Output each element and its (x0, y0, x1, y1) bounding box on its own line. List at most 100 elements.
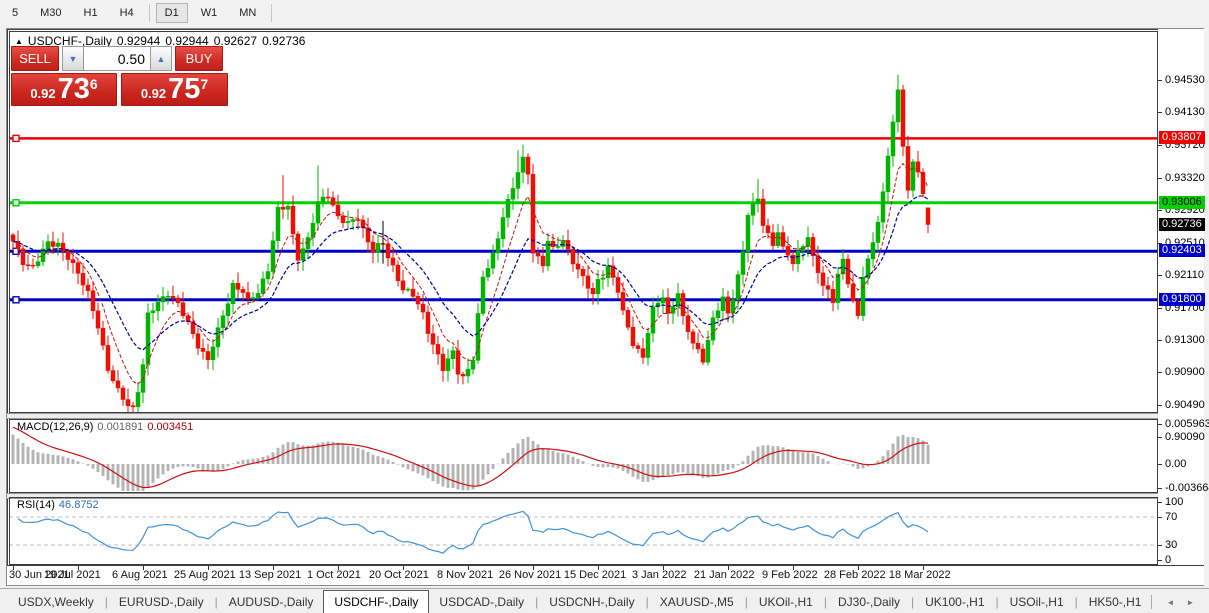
date-axis[interactable]: 30 Jun 2021 19 Jul 2021 6 Aug 2021 25 Aug 2… (7, 565, 1204, 585)
date-tick-mark (338, 566, 339, 570)
candle (465, 358, 471, 384)
candle (590, 282, 596, 305)
candle (50, 231, 56, 255)
timeframe-button-mn[interactable]: MN (239, 7, 257, 19)
date-label: 1 Oct 2021 (307, 569, 361, 581)
ohlc-open: 0.92944 (116, 34, 161, 48)
tab-usoil-h1[interactable]: USOil-,H1 (1009, 595, 1064, 609)
candle (30, 258, 36, 270)
collapse-panel-icon[interactable]: ▲ (15, 37, 23, 46)
candle (140, 358, 146, 404)
price-axis[interactable]: 0.94530 0.94130 0.93720 0.93320 0.92920 0.925… (1158, 29, 1209, 566)
candle (185, 312, 191, 325)
pane-divider-1[interactable] (7, 413, 1204, 419)
volume-stepper: ▼ ▲ (62, 46, 172, 71)
tabs-scroll-right-icon[interactable]: ► (1186, 597, 1195, 607)
tab-dj30-daily[interactable]: DJ30-,Daily (837, 595, 900, 609)
candle (630, 316, 636, 349)
candle (880, 182, 886, 233)
candle (300, 238, 306, 271)
tab-xauusd-m5[interactable]: XAUUSD-,M5 (659, 595, 734, 609)
axis-tick-mark (1158, 177, 1162, 179)
candle (365, 217, 371, 253)
timeframe-button-h1[interactable]: H1 (83, 7, 98, 19)
candle (200, 338, 206, 360)
candle (40, 240, 46, 267)
tab-usdchf-daily[interactable]: USDCHF-,Daily (323, 590, 430, 613)
tab-audusd-daily[interactable]: AUDUSD-,Daily (228, 595, 314, 609)
axis-tick-mark (1158, 464, 1162, 465)
tab-hk50-h1[interactable]: HK50-,H1 (1088, 595, 1142, 609)
candle (895, 74, 901, 133)
timeframe-button-m30[interactable]: M30 (40, 7, 62, 19)
timeframe-button-5[interactable]: 5 (12, 7, 19, 19)
rsi-label: RSI(14) 46.8752 (17, 499, 99, 511)
date-tick-mark (13, 566, 14, 570)
tab-separator: | (645, 595, 649, 609)
candle (755, 179, 761, 213)
candle (710, 310, 716, 346)
macd-chart (11, 426, 930, 491)
tabs-scroll-left-icon[interactable]: ◄ (1166, 597, 1175, 607)
date-label: 8 Nov 2021 (437, 569, 494, 581)
tab-usdcad-daily[interactable]: USDCAD-,Daily (439, 595, 525, 609)
pane-divider-2[interactable] (7, 493, 1204, 499)
timeframe-button-d1[interactable]: D1 (155, 3, 188, 23)
volume-input[interactable] (84, 46, 150, 71)
buy-button[interactable]: BUY (175, 46, 223, 71)
candle (45, 234, 51, 256)
ma-slow-line[interactable] (12, 195, 929, 351)
toolbar-separator (271, 4, 273, 22)
candle (635, 342, 641, 354)
tab-ukoil-h1[interactable]: UKOil-,H1 (758, 595, 813, 609)
sell-price-box[interactable]: 0.92 73 6 (11, 73, 117, 106)
candle (355, 208, 361, 230)
level-handle[interactable] (12, 199, 20, 207)
candle (700, 343, 706, 365)
candle (580, 265, 586, 286)
date-tick-mark (663, 566, 664, 570)
candle (270, 231, 276, 279)
tab-separator: | (214, 595, 218, 609)
tab-eurusd-daily[interactable]: EURUSD-,Daily (118, 595, 204, 609)
candle (540, 246, 546, 273)
candle (310, 213, 316, 247)
timeframe-button-h4[interactable]: H4 (119, 7, 134, 19)
timeframe-button-w1[interactable]: W1 (200, 7, 218, 19)
buy-price-big: 75 (168, 73, 201, 105)
candle (340, 211, 346, 229)
rsi-tick: 30 (1165, 539, 1178, 551)
date-tick-mark (273, 566, 274, 570)
candle (820, 266, 826, 297)
tab-usdcnh-daily[interactable]: USDCNH-,Daily (549, 595, 635, 609)
tab-separator: | (1074, 595, 1078, 609)
level-handle[interactable] (12, 134, 20, 143)
candle (245, 281, 251, 305)
tab-separator: | (104, 595, 108, 609)
sell-button[interactable]: SELL (11, 46, 59, 71)
candle (410, 278, 416, 301)
candle (525, 153, 531, 185)
date-label: 18 Mar 2022 (888, 569, 951, 581)
volume-decrease-button[interactable]: ▼ (62, 46, 84, 71)
tab-separator: | (995, 595, 999, 609)
candle (70, 248, 76, 274)
candle (750, 192, 756, 226)
volume-increase-button[interactable]: ▲ (150, 46, 172, 71)
candle (680, 289, 686, 325)
macd-tick: -0.003664 (1165, 482, 1209, 495)
candle (810, 232, 816, 267)
date-label: 9 Feb 2022 (762, 569, 818, 581)
axis-tick-mark (1158, 424, 1162, 426)
candle (515, 150, 521, 200)
tab-uk100-h1[interactable]: UK100-,H1 (925, 595, 985, 609)
date-label: 6 Aug 2021 (112, 569, 168, 581)
tab-usdx-weekly[interactable]: USDX,Weekly (18, 595, 94, 609)
candle (555, 236, 561, 250)
ma-fast-line[interactable] (12, 162, 929, 385)
level-handle[interactable] (12, 296, 20, 304)
buy-price-box[interactable]: 0.92 75 7 (121, 73, 228, 106)
candle (205, 343, 211, 370)
candle (220, 310, 226, 339)
candle (210, 339, 216, 370)
